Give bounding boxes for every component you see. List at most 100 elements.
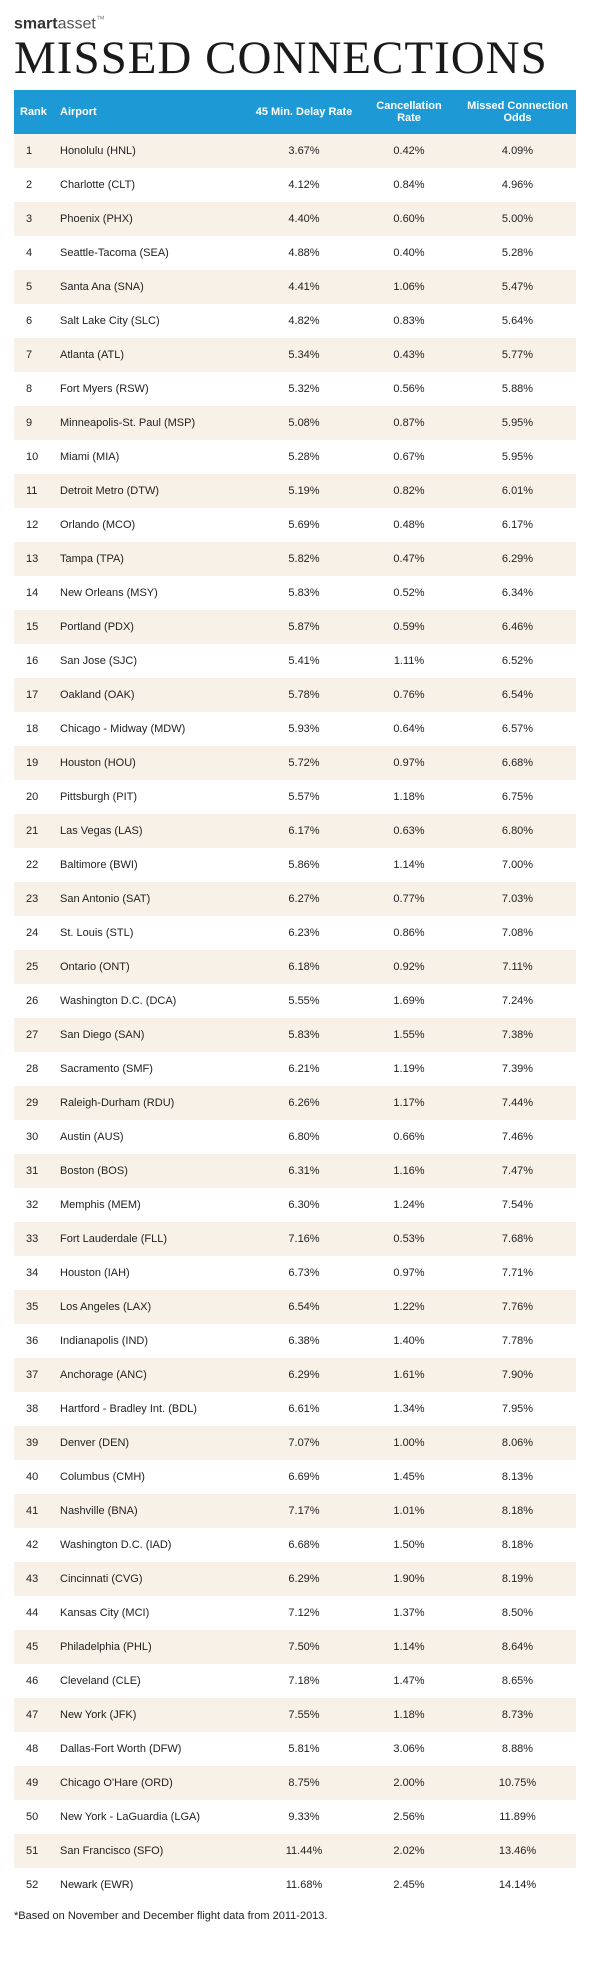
cell-airport: Columbus (CMH) bbox=[54, 1460, 249, 1494]
cell-delay: 7.17% bbox=[249, 1494, 359, 1528]
table-row: 51San Francisco (SFO)11.44%2.02%13.46% bbox=[14, 1834, 576, 1868]
table-row: 25Ontario (ONT)6.18%0.92%7.11% bbox=[14, 950, 576, 984]
cell-odds: 8.19% bbox=[459, 1562, 576, 1596]
cell-airport: New York (JFK) bbox=[54, 1698, 249, 1732]
cell-rank: 32 bbox=[14, 1188, 54, 1222]
cell-odds: 14.14% bbox=[459, 1868, 576, 1902]
cell-cancel: 1.14% bbox=[359, 848, 459, 882]
cell-cancel: 1.18% bbox=[359, 780, 459, 814]
table-row: 47New York (JFK)7.55%1.18%8.73% bbox=[14, 1698, 576, 1732]
cell-airport: New Orleans (MSY) bbox=[54, 576, 249, 610]
cell-cancel: 3.06% bbox=[359, 1732, 459, 1766]
cell-rank: 47 bbox=[14, 1698, 54, 1732]
cell-rank: 19 bbox=[14, 746, 54, 780]
cell-airport: Indianapolis (IND) bbox=[54, 1324, 249, 1358]
cell-delay: 5.86% bbox=[249, 848, 359, 882]
cell-airport: San Diego (SAN) bbox=[54, 1018, 249, 1052]
cell-rank: 50 bbox=[14, 1800, 54, 1834]
cell-odds: 7.54% bbox=[459, 1188, 576, 1222]
cell-odds: 8.13% bbox=[459, 1460, 576, 1494]
cell-cancel: 1.34% bbox=[359, 1392, 459, 1426]
table-row: 8Fort Myers (RSW)5.32%0.56%5.88% bbox=[14, 372, 576, 406]
cell-airport: Chicago - Midway (MDW) bbox=[54, 712, 249, 746]
cell-cancel: 1.45% bbox=[359, 1460, 459, 1494]
cell-airport: Washington D.C. (IAD) bbox=[54, 1528, 249, 1562]
table-row: 48Dallas-Fort Worth (DFW)5.81%3.06%8.88% bbox=[14, 1732, 576, 1766]
cell-odds: 7.71% bbox=[459, 1256, 576, 1290]
cell-airport: Pittsburgh (PIT) bbox=[54, 780, 249, 814]
cell-cancel: 0.86% bbox=[359, 916, 459, 950]
table-row: 5Santa Ana (SNA)4.41%1.06%5.47% bbox=[14, 270, 576, 304]
cell-odds: 7.47% bbox=[459, 1154, 576, 1188]
table-row: 11Detroit Metro (DTW)5.19%0.82%6.01% bbox=[14, 474, 576, 508]
cell-rank: 22 bbox=[14, 848, 54, 882]
cell-rank: 25 bbox=[14, 950, 54, 984]
cell-airport: Chicago O'Hare (ORD) bbox=[54, 1766, 249, 1800]
table-row: 28Sacramento (SMF)6.21%1.19%7.39% bbox=[14, 1052, 576, 1086]
table-row: 14New Orleans (MSY)5.83%0.52%6.34% bbox=[14, 576, 576, 610]
cell-odds: 7.90% bbox=[459, 1358, 576, 1392]
cell-odds: 6.34% bbox=[459, 576, 576, 610]
table-row: 41Nashville (BNA)7.17%1.01%8.18% bbox=[14, 1494, 576, 1528]
cell-delay: 4.82% bbox=[249, 304, 359, 338]
cell-delay: 5.83% bbox=[249, 576, 359, 610]
table-row: 31Boston (BOS)6.31%1.16%7.47% bbox=[14, 1154, 576, 1188]
table-row: 2Charlotte (CLT)4.12%0.84%4.96% bbox=[14, 168, 576, 202]
cell-delay: 5.78% bbox=[249, 678, 359, 712]
cell-airport: Ontario (ONT) bbox=[54, 950, 249, 984]
cell-airport: Sacramento (SMF) bbox=[54, 1052, 249, 1086]
cell-delay: 5.34% bbox=[249, 338, 359, 372]
col-odds: Missed Connection Odds bbox=[459, 90, 576, 134]
cell-delay: 5.93% bbox=[249, 712, 359, 746]
cell-cancel: 0.47% bbox=[359, 542, 459, 576]
cell-airport: Seattle-Tacoma (SEA) bbox=[54, 236, 249, 270]
cell-rank: 51 bbox=[14, 1834, 54, 1868]
table-row: 10Miami (MIA)5.28%0.67%5.95% bbox=[14, 440, 576, 474]
cell-rank: 37 bbox=[14, 1358, 54, 1392]
cell-rank: 29 bbox=[14, 1086, 54, 1120]
cell-rank: 33 bbox=[14, 1222, 54, 1256]
cell-odds: 4.96% bbox=[459, 168, 576, 202]
cell-airport: St. Louis (STL) bbox=[54, 916, 249, 950]
table-row: 39Denver (DEN)7.07%1.00%8.06% bbox=[14, 1426, 576, 1460]
cell-cancel: 0.84% bbox=[359, 168, 459, 202]
cell-rank: 46 bbox=[14, 1664, 54, 1698]
cell-rank: 15 bbox=[14, 610, 54, 644]
cell-delay: 6.31% bbox=[249, 1154, 359, 1188]
cell-odds: 6.68% bbox=[459, 746, 576, 780]
cell-odds: 8.18% bbox=[459, 1494, 576, 1528]
table-row: 33Fort Lauderdale (FLL)7.16%0.53%7.68% bbox=[14, 1222, 576, 1256]
cell-airport: Detroit Metro (DTW) bbox=[54, 474, 249, 508]
table-row: 45Philadelphia (PHL)7.50%1.14%8.64% bbox=[14, 1630, 576, 1664]
cell-airport: Memphis (MEM) bbox=[54, 1188, 249, 1222]
cell-cancel: 1.37% bbox=[359, 1596, 459, 1630]
cell-cancel: 1.11% bbox=[359, 644, 459, 678]
cell-delay: 9.33% bbox=[249, 1800, 359, 1834]
table-row: 13Tampa (TPA)5.82%0.47%6.29% bbox=[14, 542, 576, 576]
cell-cancel: 0.59% bbox=[359, 610, 459, 644]
cell-rank: 35 bbox=[14, 1290, 54, 1324]
table-row: 7Atlanta (ATL)5.34%0.43%5.77% bbox=[14, 338, 576, 372]
cell-delay: 7.50% bbox=[249, 1630, 359, 1664]
cell-cancel: 0.56% bbox=[359, 372, 459, 406]
cell-cancel: 1.55% bbox=[359, 1018, 459, 1052]
cell-rank: 44 bbox=[14, 1596, 54, 1630]
table-row: 16San Jose (SJC)5.41%1.11%6.52% bbox=[14, 644, 576, 678]
cell-cancel: 0.92% bbox=[359, 950, 459, 984]
cell-delay: 6.69% bbox=[249, 1460, 359, 1494]
cell-airport: Tampa (TPA) bbox=[54, 542, 249, 576]
cell-rank: 38 bbox=[14, 1392, 54, 1426]
table-row: 40Columbus (CMH)6.69%1.45%8.13% bbox=[14, 1460, 576, 1494]
table-row: 29Raleigh-Durham (RDU)6.26%1.17%7.44% bbox=[14, 1086, 576, 1120]
cell-delay: 5.32% bbox=[249, 372, 359, 406]
cell-odds: 6.29% bbox=[459, 542, 576, 576]
connections-table: Rank Airport 45 Min. Delay Rate Cancella… bbox=[14, 90, 576, 1902]
brand-rest: asset bbox=[58, 15, 96, 32]
cell-rank: 34 bbox=[14, 1256, 54, 1290]
cell-rank: 10 bbox=[14, 440, 54, 474]
cell-rank: 42 bbox=[14, 1528, 54, 1562]
table-row: 21Las Vegas (LAS)6.17%0.63%6.80% bbox=[14, 814, 576, 848]
cell-odds: 7.08% bbox=[459, 916, 576, 950]
cell-cancel: 1.16% bbox=[359, 1154, 459, 1188]
cell-airport: Kansas City (MCI) bbox=[54, 1596, 249, 1630]
